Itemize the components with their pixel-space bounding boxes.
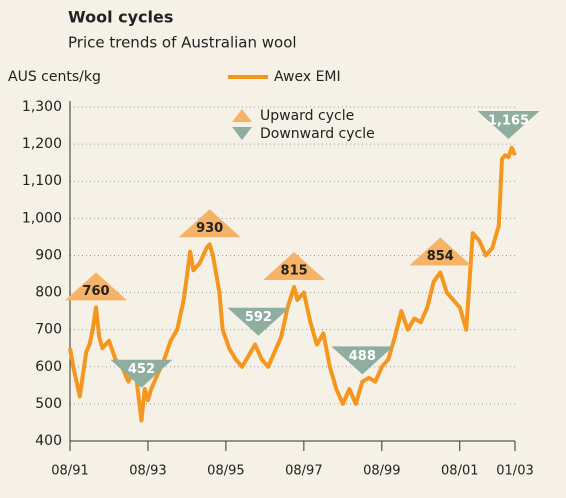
legend-label: Awex EMI	[274, 69, 341, 85]
cycle-label: 815	[281, 263, 308, 278]
cycle-triangle	[227, 307, 290, 336]
y-tick-label: 1,300	[22, 99, 62, 115]
cycle-triangle	[409, 237, 472, 266]
x-tick-label: 01/03	[496, 464, 533, 479]
legend-triangle	[232, 127, 252, 140]
x-tick-label: 08/97	[285, 464, 322, 479]
legend-label: Downward cycle	[260, 126, 375, 142]
x-tick-label: 08/95	[207, 464, 244, 479]
cycle-label: 930	[196, 221, 223, 236]
x-tick-label: 08/01	[441, 464, 478, 479]
y-tick-label: 900	[35, 247, 62, 263]
x-tick-label: 08/99	[363, 464, 400, 479]
y-tick-label: 1,000	[22, 210, 62, 226]
cycle-label: 488	[349, 349, 376, 364]
y-axis-label: AUS cents/kg	[8, 69, 101, 85]
cycle-label: 1,165	[488, 114, 529, 129]
cycle-triangle	[110, 359, 173, 388]
cycle-triangle	[178, 209, 241, 238]
cycle-label: 854	[427, 249, 454, 264]
y-tick-label: 800	[35, 285, 62, 301]
y-tick-label: 600	[35, 359, 62, 375]
legend-label: Upward cycle	[260, 108, 354, 124]
y-tick-label: 400	[35, 433, 62, 449]
cycle-triangle	[331, 346, 394, 375]
cycle-triangle	[263, 251, 326, 280]
y-tick-label: 500	[35, 396, 62, 412]
cycle-label: 592	[245, 310, 272, 325]
cycle-label: 452	[128, 362, 155, 377]
x-tick-label: 08/93	[129, 464, 166, 479]
cycle-triangle	[64, 272, 127, 301]
cycle-triangle	[477, 111, 540, 139]
chart-title: Wool cycles	[68, 8, 173, 27]
x-tick-label: 08/91	[51, 464, 88, 479]
y-tick-label: 1,100	[22, 173, 62, 189]
chart-subtitle: Price trends of Australian wool	[68, 34, 297, 52]
y-tick-label: 700	[35, 322, 62, 338]
cycle-label: 760	[82, 284, 109, 299]
legend-triangle	[232, 109, 252, 122]
y-tick-label: 1,200	[22, 136, 62, 152]
